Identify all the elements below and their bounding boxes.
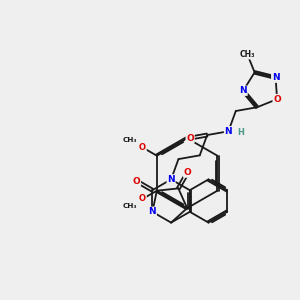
Text: N: N	[225, 127, 232, 136]
Text: H: H	[237, 128, 244, 137]
Text: CH₃: CH₃	[122, 203, 137, 209]
Text: O: O	[133, 176, 140, 185]
Text: N: N	[272, 73, 279, 82]
Text: O: O	[273, 95, 281, 104]
Text: CH₃: CH₃	[122, 137, 137, 143]
Text: O: O	[184, 168, 191, 177]
Text: O: O	[186, 134, 194, 142]
Text: N: N	[148, 207, 156, 216]
Text: CH₃: CH₃	[240, 50, 255, 59]
Text: O: O	[139, 143, 146, 152]
Text: N: N	[239, 86, 247, 95]
Text: O: O	[139, 194, 146, 203]
Text: N: N	[167, 175, 175, 184]
